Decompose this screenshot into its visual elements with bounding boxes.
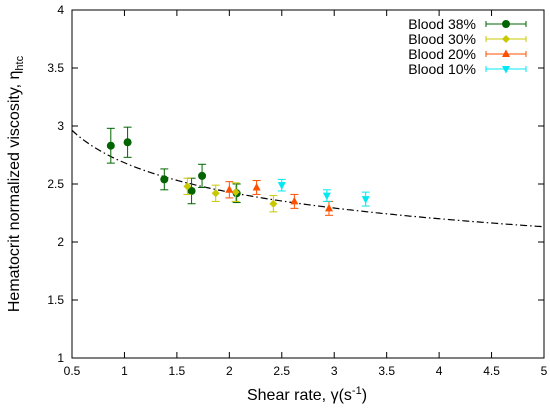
x-tick-label: 0.5	[64, 364, 81, 378]
legend-label: Blood 10%	[408, 61, 476, 77]
y-tick-label: 2.5	[47, 177, 64, 191]
data-point	[290, 196, 299, 205]
data-point	[183, 182, 192, 191]
legend-label: Blood 20%	[408, 46, 476, 62]
series-4	[277, 178, 370, 207]
x-tick-label: 3.5	[378, 364, 395, 378]
data-point	[252, 182, 261, 191]
x-tick-label: 2.5	[273, 364, 290, 378]
data-series	[106, 126, 370, 216]
x-tick-label: 1	[121, 364, 128, 378]
data-point	[160, 175, 169, 184]
legend-label: Blood 38%	[408, 16, 476, 32]
series-3	[225, 180, 333, 216]
x-tick-label: 4	[436, 364, 443, 378]
y-tick-label: 1	[57, 351, 64, 365]
series-2	[183, 177, 278, 213]
data-point	[211, 189, 220, 198]
fit-curve	[71, 129, 545, 228]
series-1	[106, 126, 241, 205]
legend-marker	[502, 49, 510, 57]
data-point	[269, 199, 278, 208]
gamma-dot-symbol: γ	[331, 387, 339, 404]
data-point	[123, 138, 132, 147]
data-point	[225, 185, 234, 193]
legend: Blood 38%Blood 30%Blood 20%Blood 10%	[408, 16, 527, 77]
x-tick-label: 4.5	[483, 364, 500, 378]
x-tick-label: 3	[331, 364, 338, 378]
x-tick-label: 1.5	[169, 364, 186, 378]
x-tick-label: 2	[226, 364, 233, 378]
y-tick-label: 1.5	[47, 293, 64, 307]
data-point	[277, 182, 286, 190]
y-tick-label: 2	[57, 235, 64, 249]
y-tick-label: 3	[57, 119, 64, 133]
data-point	[324, 203, 333, 212]
data-point	[231, 188, 240, 197]
x-axis-title: Shear rate, γ(s-1)	[247, 385, 367, 404]
legend-marker	[502, 20, 510, 28]
x-tick-labels: 0.5 1 1.5 2 2.5 3 3.5 4 4.5 5	[64, 364, 548, 378]
legend-label: Blood 30%	[408, 31, 476, 47]
y-tick-labels: 1 1.5 2 2.5 3 3.5 4	[47, 3, 64, 365]
axis-ticks	[71, 9, 545, 359]
y-tick-label: 4	[57, 3, 64, 17]
data-point	[361, 196, 370, 204]
data-point	[198, 171, 207, 180]
x-tick-label: 5	[541, 364, 548, 378]
legend-marker	[502, 35, 510, 43]
y-tick-label: 3.5	[47, 61, 64, 75]
legend-marker	[502, 66, 510, 74]
y-axis-title: Hematocrit normalized viscosity, ηhtc	[6, 55, 26, 312]
data-point	[187, 186, 196, 195]
data-point	[322, 192, 331, 201]
data-point	[106, 141, 115, 150]
